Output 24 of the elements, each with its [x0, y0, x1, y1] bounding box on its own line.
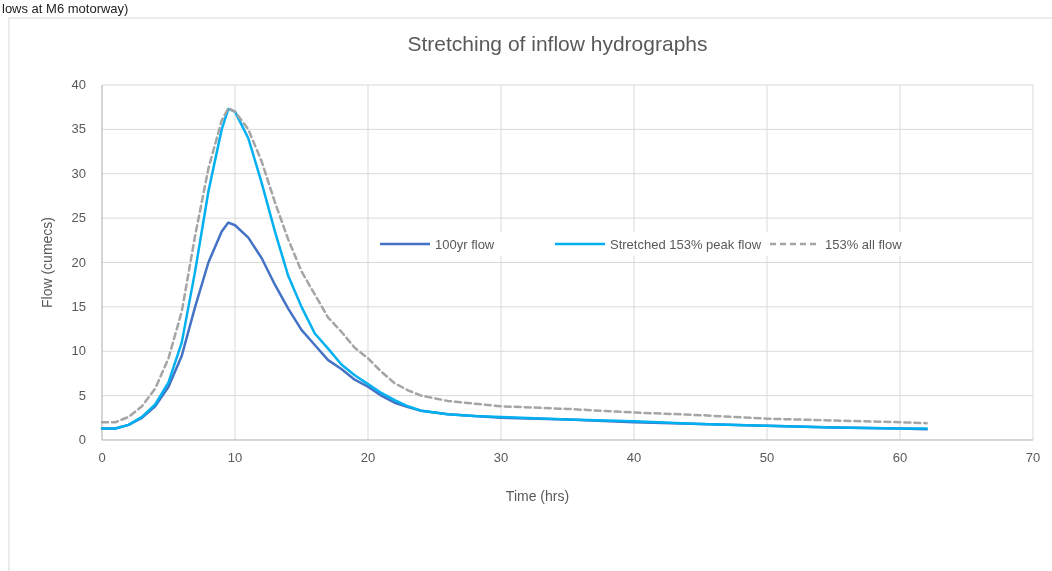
y-tick-label: 35 — [71, 121, 86, 137]
y-tick-label: 0 — [78, 432, 86, 447]
y-tick-label: 25 — [71, 210, 86, 226]
y-tick-label: 30 — [71, 165, 86, 181]
legend-label: 100yr flow — [435, 237, 495, 252]
x-tick-label: 20 — [360, 450, 376, 465]
x-tick-label: 70 — [1025, 450, 1041, 465]
x-axis-title: Time (hrs) — [505, 488, 570, 504]
text: lows at M6 motorway) — [2, 1, 129, 16]
legend-label: 153% all flow — [825, 237, 903, 252]
x-tick-label: 40 — [626, 450, 642, 465]
x-tick-label: 50 — [759, 450, 775, 465]
legend-label: Stretched 153% peak flow — [610, 237, 762, 252]
chart-title: Stretching of inflow hydrographs — [407, 32, 708, 55]
y-axis-title: Flow (cumecs) — [39, 216, 55, 309]
y-tick-label: 5 — [78, 387, 86, 403]
y-tick-label: 15 — [71, 298, 86, 314]
x-tick-label: 10 — [227, 450, 243, 465]
y-tick-label: 20 — [71, 254, 86, 270]
y-tick-label: 10 — [71, 343, 86, 359]
x-tick-label: 30 — [493, 450, 509, 465]
x-tick-label: 0 — [98, 450, 106, 465]
x-tick-label: 60 — [892, 450, 908, 465]
y-tick-label: 40 — [71, 77, 86, 92]
